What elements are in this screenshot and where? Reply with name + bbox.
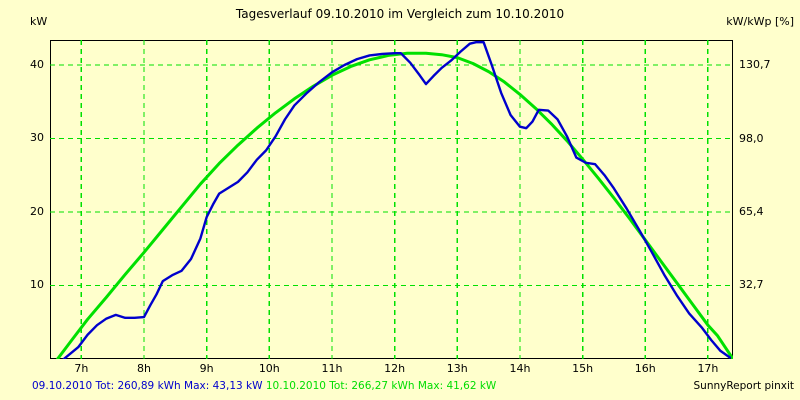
x-axis-tick-label: 15h	[572, 362, 594, 375]
plot-area	[50, 40, 733, 359]
x-axis-tick-label: 13h	[446, 362, 468, 375]
vertical-gridlines	[80, 40, 709, 359]
right-axis-tick-label: 130,7	[739, 57, 771, 71]
plot-frame	[50, 40, 733, 359]
x-axis-tick-label: 12h	[384, 362, 406, 375]
attribution-label: SunnyReport pinxit	[693, 380, 794, 392]
right-axis-tick-label: 98,0	[739, 131, 764, 145]
right-axis-tick-label: 65,4	[739, 204, 764, 218]
x-axis-tick-label: 7h	[74, 362, 89, 375]
legend-series-2: 10.10.2010 Tot: 266,27 kWh Max: 41,62 kW	[265, 380, 497, 392]
x-axis-tick-label: 11h	[321, 362, 343, 375]
legend-series-1: 09.10.2010 Tot: 260,89 kWh Max: 43,13 kW	[32, 380, 263, 392]
x-axis-tick-label: 8h	[136, 362, 151, 375]
right-axis-tick-label: 32,7	[739, 278, 764, 292]
right-axis-title: kW/kWp [%]	[726, 15, 794, 28]
x-axis-tick-label: 14h	[509, 362, 531, 375]
chart-title: Tagesverlauf 09.10.2010 im Vergleich zum…	[235, 7, 565, 21]
left-axis-tick-label: 20	[30, 204, 44, 218]
x-axis-tick-label: 10h	[258, 362, 280, 375]
x-axis-tick-label: 17h	[697, 362, 719, 375]
horizontal-gridlines	[50, 64, 733, 287]
series-line	[56, 51, 733, 359]
left-axis-tick-label: 40	[30, 57, 44, 71]
x-axis-tick-label: 9h	[199, 362, 214, 375]
series-line	[62, 41, 732, 359]
left-axis-tick-label: 10	[30, 278, 44, 292]
plot-canvas	[50, 40, 733, 359]
left-axis-title: kW	[30, 15, 48, 28]
series-lines	[56, 41, 733, 359]
chart-legend-summary: 09.10.2010 Tot: 260,89 kWh Max: 43,13 kW…	[32, 380, 496, 392]
x-axis-tick-label: 16h	[634, 362, 656, 375]
left-axis-tick-label: 30	[30, 131, 44, 145]
